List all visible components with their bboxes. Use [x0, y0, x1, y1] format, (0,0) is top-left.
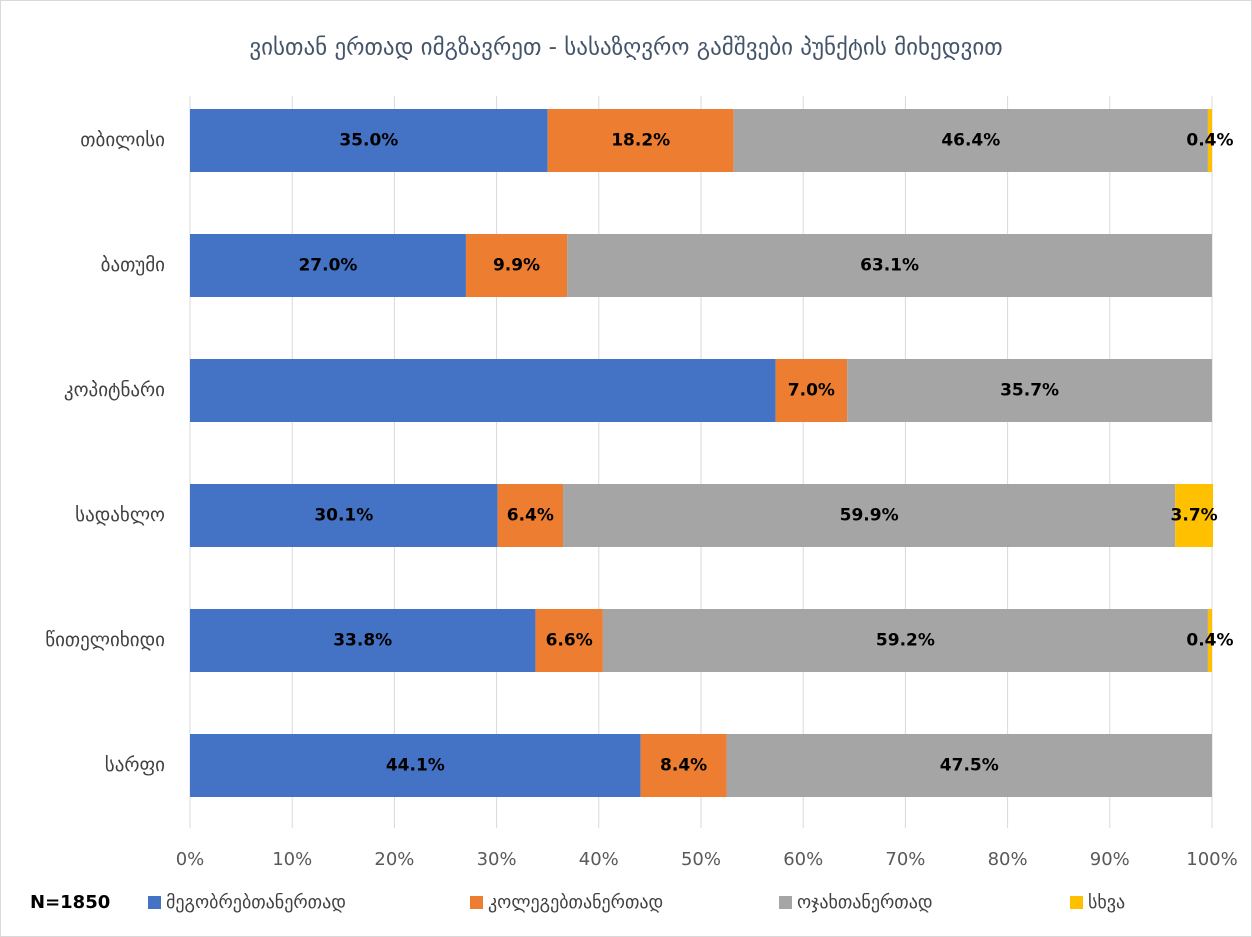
data-label: 30.1%	[314, 506, 373, 526]
legend-swatch	[779, 896, 792, 909]
bar-segment	[775, 359, 848, 422]
legend-swatch	[470, 896, 483, 909]
data-label: 47.5%	[940, 756, 999, 776]
bar-segment	[726, 734, 1212, 797]
bar-segment	[465, 234, 568, 297]
data-label: 35.0%	[339, 131, 398, 151]
x-tick-label: 90%	[1090, 849, 1130, 870]
legend-label: მეგობრებთანერთად	[166, 892, 346, 913]
x-tick-label: 60%	[783, 849, 823, 870]
data-label: 35.7%	[1000, 381, 1059, 401]
y-tick-label: სადახლო	[75, 504, 165, 526]
data-label: 33.8%	[333, 631, 392, 651]
x-tick-label: 70%	[885, 849, 925, 870]
bar-segment	[190, 734, 641, 797]
chart-title: ვისთან ერთად იმგზავრეთ - სასაზღვრო გამშვ…	[249, 35, 1002, 61]
data-label: 46.4%	[941, 131, 1000, 151]
x-tick-label: 20%	[374, 849, 414, 870]
data-label: 59.9%	[840, 506, 899, 526]
bar-segment	[567, 234, 1212, 297]
bar-segment	[640, 734, 727, 797]
bar-segment	[547, 109, 734, 172]
bar-segment	[733, 109, 1208, 172]
x-tick-label: 10%	[272, 849, 312, 870]
data-label: 3.7%	[1171, 506, 1218, 526]
x-tick-label: 30%	[477, 849, 517, 870]
data-label: 18.2%	[611, 131, 670, 151]
bar-segment	[190, 359, 776, 422]
y-tick-label: ბათუმი	[101, 254, 165, 276]
bar-segment	[190, 484, 498, 547]
data-label: 7.0%	[788, 381, 835, 401]
bar-segment	[847, 359, 1212, 422]
data-label: 27.0%	[298, 256, 357, 276]
bar-segment	[563, 484, 1176, 547]
bar-segment	[497, 484, 564, 547]
data-label: 0.4%	[1186, 631, 1233, 651]
data-label: 44.1%	[386, 756, 445, 776]
bar-segment	[1207, 109, 1212, 172]
y-tick-label: კოპიტნარი	[64, 379, 165, 401]
x-tick-label: 0%	[176, 849, 205, 870]
legend-swatch	[148, 896, 161, 909]
data-label: 63.1%	[860, 256, 919, 276]
legend-label: ოჯახთანერთად	[797, 892, 933, 913]
bar-segment	[1175, 484, 1214, 547]
bar-segment	[190, 234, 466, 297]
bar-segment	[190, 609, 536, 672]
x-tick-label: 80%	[988, 849, 1028, 870]
legend-swatch	[1070, 896, 1083, 909]
bar-segment	[190, 109, 548, 172]
data-label: 9.9%	[493, 256, 540, 276]
data-label: 0.4%	[1186, 131, 1233, 151]
y-tick-label: თბილისი	[80, 129, 165, 151]
legend-label: სხვა	[1088, 892, 1125, 913]
bar-segment	[535, 609, 603, 672]
data-label: 6.6%	[546, 631, 593, 651]
y-tick-label: წითელიხიდი	[45, 629, 165, 651]
bar-segment	[1207, 609, 1212, 672]
x-tick-label: 40%	[579, 849, 619, 870]
data-label: 8.4%	[660, 756, 707, 776]
y-tick-label: სარფი	[105, 754, 165, 776]
data-label: 6.4%	[507, 506, 554, 526]
annotation: N=1850	[30, 892, 110, 913]
x-tick-label: 100%	[1186, 849, 1237, 870]
legend-label: კოლეგებთანერთად	[488, 892, 663, 913]
x-tick-label: 50%	[681, 849, 721, 870]
bar-segment	[602, 609, 1208, 672]
data-label: 59.2%	[876, 631, 935, 651]
